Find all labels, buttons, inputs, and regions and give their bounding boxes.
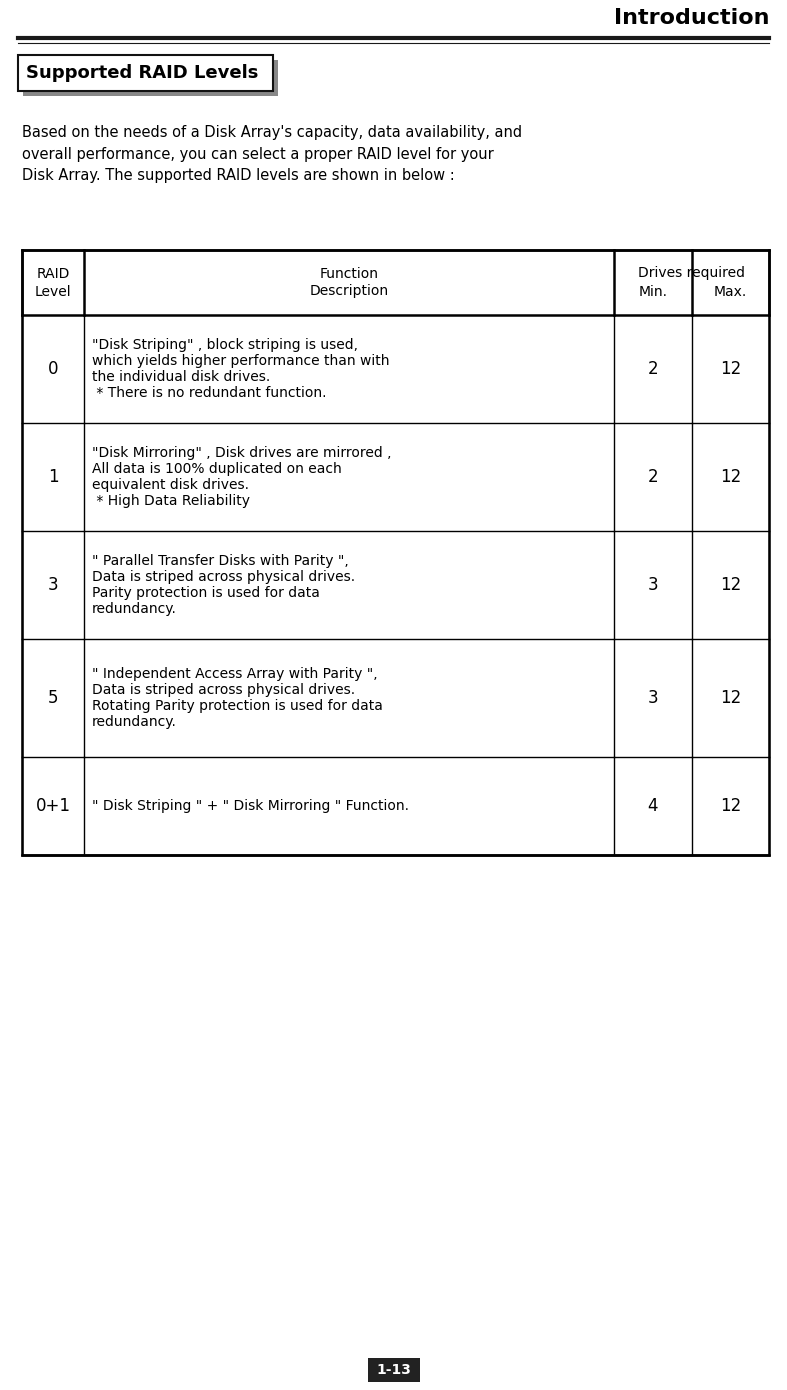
Text: equivalent disk drives.: equivalent disk drives.	[92, 478, 249, 492]
Text: 12: 12	[720, 575, 741, 594]
Text: Max.: Max.	[714, 285, 747, 299]
Text: redundancy.: redundancy.	[92, 602, 177, 616]
Text: * High Data Reliability: * High Data Reliability	[92, 493, 250, 507]
Text: Drives required: Drives required	[638, 267, 745, 281]
Text: Based on the needs of a Disk Array's capacity, data availability, and
overall pe: Based on the needs of a Disk Array's cap…	[22, 125, 522, 183]
Text: 4: 4	[648, 796, 658, 815]
Text: Introduction: Introduction	[615, 8, 770, 28]
Text: 0: 0	[48, 360, 58, 378]
Text: 3: 3	[648, 575, 658, 594]
Text: the individual disk drives.: the individual disk drives.	[92, 370, 270, 384]
Text: 3: 3	[648, 689, 658, 708]
Text: 1: 1	[48, 468, 58, 486]
Text: " Disk Striping " + " Disk Mirroring " Function.: " Disk Striping " + " Disk Mirroring " F…	[92, 799, 409, 813]
Text: Supported RAID Levels: Supported RAID Levels	[26, 64, 258, 82]
Text: Data is striped across physical drives.: Data is striped across physical drives.	[92, 682, 355, 696]
Text: Min.: Min.	[638, 285, 667, 299]
Text: " Independent Access Array with Parity ",: " Independent Access Array with Parity "…	[92, 667, 378, 681]
Text: redundancy.: redundancy.	[92, 714, 177, 728]
Text: Rotating Parity protection is used for data: Rotating Parity protection is used for d…	[92, 699, 382, 713]
Text: 2: 2	[648, 468, 658, 486]
Bar	[368, 1358, 419, 1382]
Text: * There is no redundant function.: * There is no redundant function.	[92, 386, 327, 400]
Text: All data is 100% duplicated on each: All data is 100% duplicated on each	[92, 461, 342, 475]
Text: 0+1: 0+1	[35, 796, 71, 815]
Text: 3: 3	[48, 575, 58, 594]
Text: 1-13: 1-13	[376, 1364, 411, 1377]
Text: Function: Function	[320, 267, 379, 281]
Text: 5: 5	[48, 689, 58, 708]
Text: Description: Description	[309, 285, 389, 299]
Bar	[22, 250, 769, 855]
Text: Parity protection is used for data: Parity protection is used for data	[92, 587, 320, 600]
Text: "Disk Striping" , block striping is used,: "Disk Striping" , block striping is used…	[92, 338, 358, 352]
Bar	[23, 60, 278, 96]
Text: 12: 12	[720, 689, 741, 708]
Text: which yields higher performance than with: which yields higher performance than wit…	[92, 354, 390, 368]
Bar	[18, 56, 273, 90]
Text: RAID: RAID	[36, 267, 70, 281]
Text: 12: 12	[720, 796, 741, 815]
Text: 12: 12	[720, 468, 741, 486]
Text: Level: Level	[35, 285, 72, 299]
Text: " Parallel Transfer Disks with Parity ",: " Parallel Transfer Disks with Parity ",	[92, 555, 349, 569]
Text: "Disk Mirroring" , Disk drives are mirrored ,: "Disk Mirroring" , Disk drives are mirro…	[92, 446, 391, 460]
Text: Data is striped across physical drives.: Data is striped across physical drives.	[92, 570, 355, 584]
Text: 2: 2	[648, 360, 658, 378]
Text: 12: 12	[720, 360, 741, 378]
